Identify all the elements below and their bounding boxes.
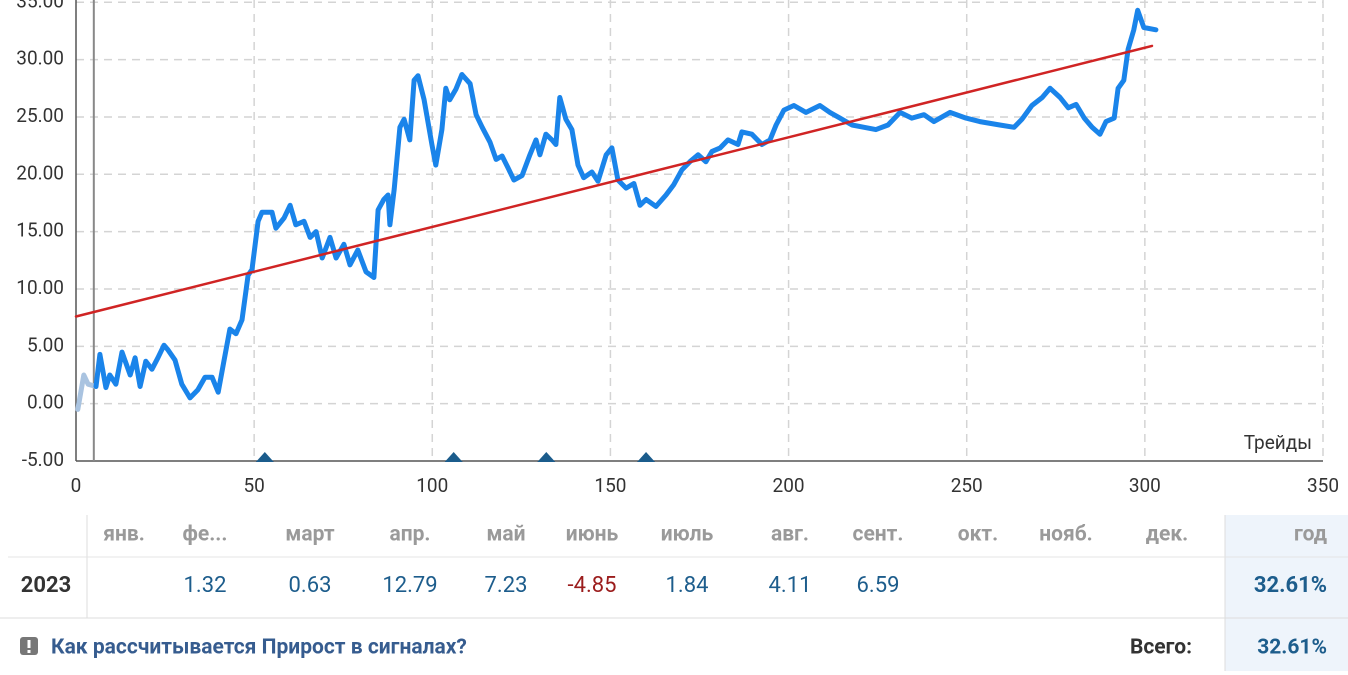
month-value: 0.63 bbox=[289, 573, 332, 598]
month-value: 7.23 bbox=[485, 573, 528, 598]
month-value: 1.32 bbox=[184, 573, 227, 598]
month-header: апр. bbox=[389, 523, 430, 547]
month-header: сент. bbox=[853, 523, 904, 547]
month-header: авг. bbox=[771, 523, 809, 547]
year-total: 32.61% bbox=[1254, 573, 1327, 598]
month-header: окт. bbox=[958, 523, 998, 547]
y-tick-label: 20.00 bbox=[16, 161, 64, 184]
y-tick-label: -5.00 bbox=[22, 448, 64, 471]
year-label: 2023 bbox=[21, 573, 72, 598]
total-label: Всего: bbox=[1130, 636, 1192, 660]
trade-marker bbox=[444, 452, 463, 462]
x-axis-label: Трейды bbox=[1244, 431, 1312, 454]
month-value: -4.85 bbox=[568, 573, 617, 598]
y-tick-label: 10.00 bbox=[16, 276, 64, 299]
y-tick-label: 0.00 bbox=[27, 391, 64, 414]
x-tick-label: 100 bbox=[416, 474, 448, 497]
month-header: фе... bbox=[183, 523, 228, 547]
trade-marker bbox=[637, 452, 656, 462]
month-header: июнь bbox=[566, 523, 619, 547]
month-header: год bbox=[1294, 523, 1327, 547]
month-header: май bbox=[486, 523, 525, 547]
x-tick-label: 250 bbox=[951, 474, 983, 497]
y-tick-label: 5.00 bbox=[27, 333, 64, 356]
trend-line bbox=[74, 44, 1154, 318]
month-value: 6.59 bbox=[857, 573, 900, 598]
trade-marker bbox=[537, 452, 556, 462]
year-column-bg bbox=[1225, 515, 1348, 671]
trade-marker bbox=[255, 452, 274, 462]
plot-area bbox=[76, 0, 1323, 461]
month-header: нояб. bbox=[1039, 523, 1093, 547]
x-tick-label: 150 bbox=[594, 474, 626, 497]
x-tick-label: 200 bbox=[773, 474, 805, 497]
series-line bbox=[93, 7, 1159, 401]
month-header: март bbox=[285, 523, 334, 547]
help-link[interactable]: Как рассчитывается Прирост в сигналах? bbox=[51, 636, 467, 660]
y-tick-label: 35.00 bbox=[16, 0, 64, 12]
month-value: 4.11 bbox=[769, 573, 812, 598]
x-tick-label: 300 bbox=[1129, 474, 1161, 497]
info-icon-mark bbox=[27, 640, 31, 648]
month-value: 12.79 bbox=[382, 573, 437, 598]
x-tick-label: 0 bbox=[71, 474, 82, 497]
month-header: янв. bbox=[103, 523, 145, 547]
y-tick-label: 30.00 bbox=[16, 47, 64, 70]
series-line bbox=[75, 372, 99, 412]
y-tick-label: 25.00 bbox=[16, 104, 64, 127]
month-header: июль bbox=[661, 523, 714, 547]
x-tick-label: 350 bbox=[1307, 474, 1339, 497]
plot: 0 50 100 150 200 250 300 350 -5.00 0.00 5.00 10.00 1… bbox=[16, 0, 1339, 497]
month-header: дек. bbox=[1146, 523, 1189, 547]
total-value: 32.61% bbox=[1257, 636, 1327, 660]
x-tick-label: 50 bbox=[243, 474, 264, 497]
month-value: 1.84 bbox=[666, 573, 709, 598]
info-icon-dot bbox=[27, 650, 31, 653]
table: янв. фе... март апр. май июнь июль авг. сент. окт… bbox=[21, 523, 1327, 598]
y-tick-label: 15.00 bbox=[16, 219, 64, 242]
